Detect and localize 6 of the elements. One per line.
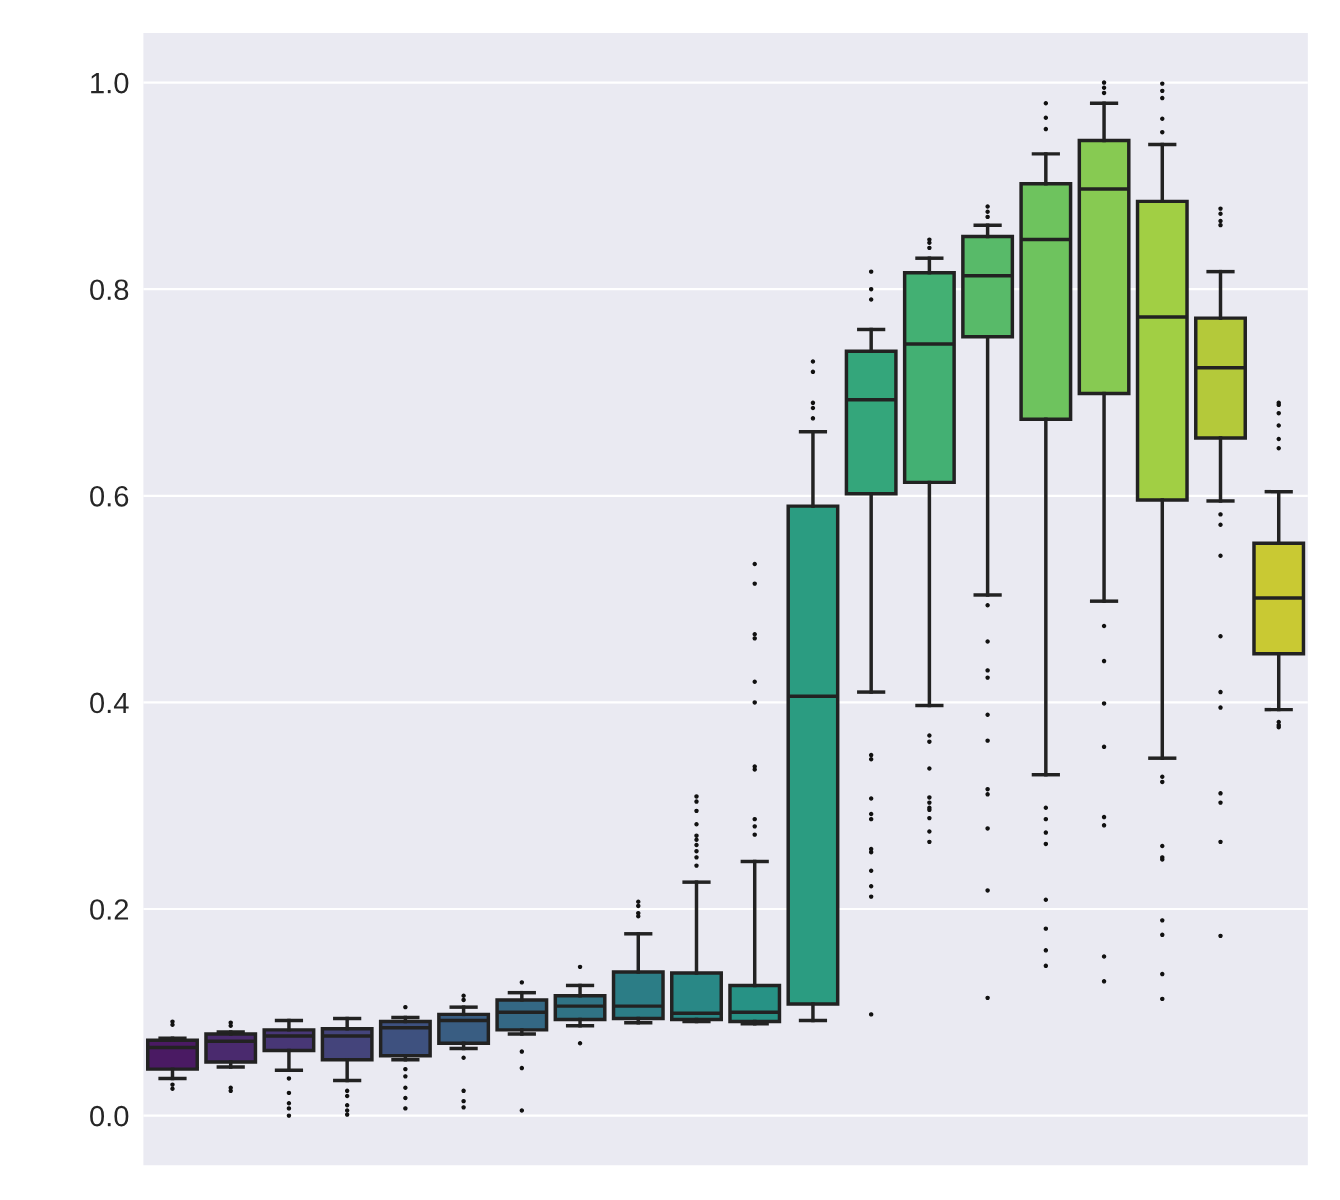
y-tick-label: 0.6 xyxy=(90,486,129,507)
y-tick-label: 1.0 xyxy=(91,72,129,94)
y-tick-label: 0.2 xyxy=(90,899,129,920)
y-tick-label: 0.0 xyxy=(90,1105,129,1127)
y-tick-label: 0.8 xyxy=(90,279,129,301)
y-tick-label: 0.4 xyxy=(90,692,129,714)
